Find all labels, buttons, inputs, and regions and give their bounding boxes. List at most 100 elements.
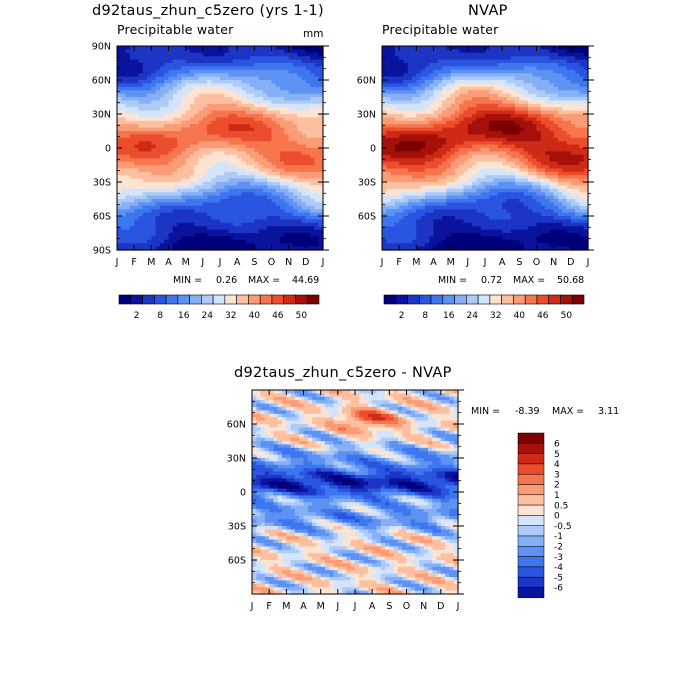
heatmap-cell [125, 246, 131, 251]
heatmap-cell [437, 52, 443, 57]
heatmap-cell [450, 127, 456, 132]
heatmap-cell [245, 229, 251, 234]
heatmap-cell [497, 141, 503, 146]
heatmap-cell [318, 46, 324, 50]
heatmap-cell [424, 97, 430, 101]
heatmap-cell [228, 192, 234, 197]
heatmap-cell [506, 46, 512, 50]
heatmap-cell [450, 148, 456, 152]
heatmap-cell [117, 175, 122, 180]
heatmap-cell [228, 239, 234, 244]
heatmap-cell [386, 103, 392, 108]
heatmap-cell [207, 100, 213, 105]
heatmap-cell [117, 233, 122, 237]
heatmap-cell [318, 188, 324, 193]
heatmap-cell [280, 192, 285, 197]
heatmap-cell [185, 56, 191, 61]
heatmap-cell [416, 103, 422, 108]
heatmap-cell [172, 212, 178, 217]
heatmap-cell [416, 144, 422, 149]
heatmap-cell [420, 134, 426, 139]
heatmap-cell [412, 97, 417, 101]
heatmap-cell [155, 114, 161, 118]
heatmap-cell [142, 103, 148, 108]
heatmap-cell [446, 144, 452, 149]
heatmap-cell [232, 195, 238, 200]
heatmap-cell [437, 199, 443, 203]
heatmap-cell [117, 165, 122, 169]
y-tick-label: 90N [92, 42, 111, 53]
heatmap-cell [117, 226, 122, 231]
heatmap-cell [301, 239, 307, 244]
heatmap-cell [245, 219, 251, 224]
heatmap-cell [412, 114, 417, 118]
heatmap-cell [442, 131, 447, 135]
heatmap-cell [142, 141, 148, 146]
heatmap-cell [416, 216, 422, 220]
heatmap-cell [125, 127, 131, 132]
heatmap-cell [181, 93, 187, 98]
heatmap-cell [237, 239, 243, 244]
heatmap-cell [237, 212, 243, 217]
heatmap-cell [151, 107, 157, 112]
heatmap-cell [164, 131, 170, 135]
heatmap-cell [463, 192, 469, 197]
heatmap-cell [121, 127, 127, 132]
heatmap-cell [390, 168, 396, 173]
heatmap-cell [424, 192, 430, 197]
heatmap-cell [168, 90, 174, 95]
heatmap-cell [275, 158, 281, 163]
heatmap-cell [403, 195, 409, 200]
heatmap-cell [407, 86, 413, 91]
heatmap-cell [424, 107, 430, 112]
heatmap-cell [232, 236, 238, 241]
heatmap-cell [310, 103, 316, 108]
heatmap-cell [280, 195, 285, 200]
heatmap-cell [515, 239, 520, 244]
heatmap-cell [129, 151, 135, 156]
heatmap-cell [420, 114, 426, 118]
heatmap-cell [305, 134, 311, 139]
heatmap-cell [207, 195, 213, 200]
heatmap-cell [211, 56, 217, 61]
heatmap-cell [519, 243, 525, 248]
heatmap-cell [267, 161, 273, 166]
heatmap-cell [134, 76, 140, 81]
heatmap-cell [168, 154, 174, 159]
heatmap-cell [424, 134, 430, 139]
heatmap-cell [314, 90, 320, 95]
heatmap-cell [476, 114, 482, 118]
heatmap-cell [480, 46, 486, 50]
heatmap-cell [429, 205, 435, 210]
heatmap-cell [412, 188, 417, 193]
heatmap-cell [181, 56, 187, 61]
heatmap-cell [433, 151, 439, 156]
heatmap-cell [390, 171, 396, 176]
heatmap-cell [394, 243, 400, 248]
heatmap-cell [134, 114, 140, 118]
heatmap-cell [301, 114, 307, 118]
heatmap-cell [403, 151, 409, 156]
heatmap-cell [442, 202, 447, 207]
heatmap-cell [232, 239, 238, 244]
heatmap-cell [155, 134, 161, 139]
heatmap-cell [142, 236, 148, 241]
heatmap-cell [245, 216, 251, 220]
heatmap-cell [424, 246, 430, 251]
heatmap-cell [288, 134, 294, 139]
heatmap-cell [305, 168, 311, 173]
heatmap-cell [394, 137, 400, 142]
heatmap-cell [138, 137, 144, 142]
heatmap-cell [254, 93, 260, 98]
heatmap-cell [523, 49, 529, 54]
heatmap-cell [476, 243, 482, 248]
heatmap-cell [232, 165, 238, 169]
heatmap-cell [215, 97, 221, 101]
heatmap-cell [403, 69, 409, 74]
heatmap-cell [159, 199, 165, 203]
heatmap-cell [510, 127, 516, 132]
heatmap-cell [305, 107, 311, 112]
heatmap-cell [284, 134, 290, 139]
heatmap-cell [189, 168, 195, 173]
heatmap-cell [275, 56, 281, 61]
